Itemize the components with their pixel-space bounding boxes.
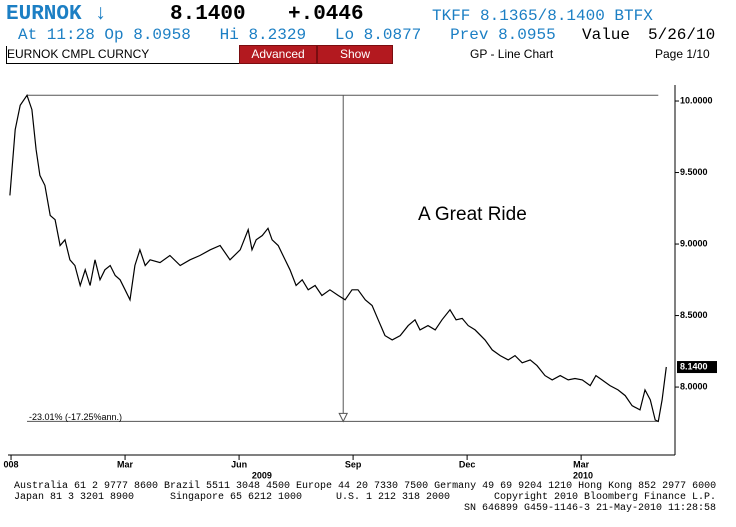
x-tick-label: 008 <box>4 459 19 469</box>
year-label: 2009 <box>252 470 272 480</box>
x-tick-label: Mar <box>573 459 590 469</box>
footer-line: Australia 61 2 9777 8600 Brazil 5511 304… <box>14 481 717 492</box>
footer-line: Japan 81 3 3201 8900 <box>14 492 135 503</box>
arrow-head <box>338 412 349 423</box>
price: 8.1400 <box>170 3 246 26</box>
last-value-label: 8.1400 <box>680 361 708 371</box>
year-label: 2010 <box>573 470 593 480</box>
x-tick-label: Mar <box>117 459 134 469</box>
footer-line: Singapore 65 6212 1000 <box>170 492 303 503</box>
x-tick-label: Sep <box>345 459 362 469</box>
price-line <box>9 93 667 423</box>
stats: At 11:28 Op 8.0958 Hi 8.2329 Lo 8.0877 P… <box>18 26 556 44</box>
chart: A Great Ride 8.0000 8.5000 9.0000 9.5000 10.… <box>4 85 717 480</box>
x-tick-label: Dec <box>459 459 476 469</box>
show-button[interactable]: Show <box>317 45 393 64</box>
footer-line: Copyright 2010 Bloomberg Finance L.P. <box>494 492 717 503</box>
ticker: EURNOK ↓ <box>6 3 107 26</box>
advanced-button[interactable]: Advanced <box>239 45 317 64</box>
y-tick-label: 8.5000 <box>680 310 708 320</box>
chart-kind: GP - Line Chart <box>470 47 554 61</box>
y-tick-label: 8.0000 <box>680 381 708 391</box>
y-tick-label: 9.5000 <box>680 167 708 177</box>
quote: TKFF 8.1365/8.1400 BTFX <box>432 7 653 25</box>
y-tick-label: 10.0000 <box>680 95 713 105</box>
page-number: Page 1/10 <box>655 47 710 61</box>
footer-line: U.S. 1 212 318 2000 <box>336 492 451 503</box>
y-tick-label: 9.0000 <box>680 238 708 248</box>
change: +.0446 <box>288 3 364 26</box>
range-label: -23.01% (-17.25%ann.) <box>29 412 122 422</box>
last-value-box <box>677 361 717 374</box>
value-label: Value <box>582 26 631 44</box>
footer-line: SN 646899 G459-1146-3 21-May-2010 11:28:… <box>464 503 717 514</box>
date: 5/26/10 <box>648 26 716 44</box>
text-annotation: A Great Ride <box>418 204 527 225</box>
x-tick-label: Jun <box>231 459 247 469</box>
security-input[interactable]: EURNOK CMPL CURNCY <box>6 46 239 64</box>
